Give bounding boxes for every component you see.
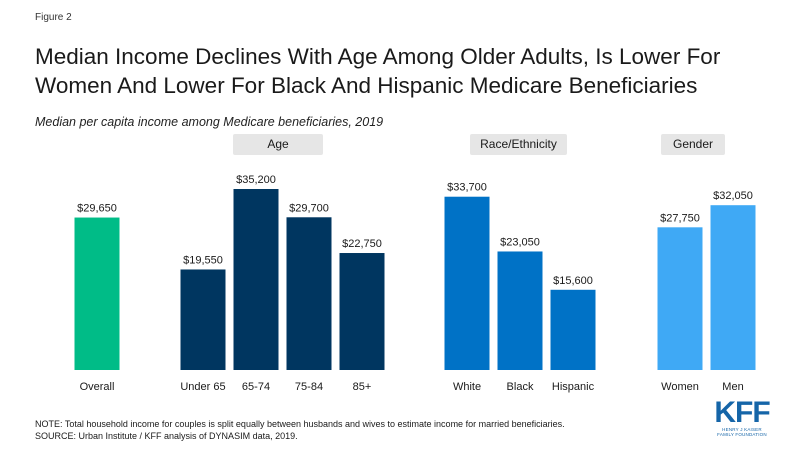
category-label: Under 65 <box>180 381 225 393</box>
value-label: $29,650 <box>77 203 117 215</box>
value-label: $35,200 <box>236 174 276 186</box>
chart-notes: NOTE: Total household income for couples… <box>35 418 565 442</box>
value-label: $29,700 <box>289 202 329 214</box>
logo-wordmark: KFF <box>714 396 770 429</box>
group-label-gender: Gender <box>661 134 725 155</box>
chart-subtitle: Median per capita income among Medicare … <box>35 115 384 129</box>
bar-women <box>657 227 703 370</box>
bar-under-65 <box>180 269 226 370</box>
category-label: White <box>453 381 481 393</box>
group-label-age: Age <box>233 134 323 155</box>
category-label: Black <box>507 381 534 393</box>
note-text: NOTE: Total household income for couples… <box>35 419 565 429</box>
bar-hispanic <box>550 289 596 370</box>
chart-title: Median Income Declines With Age Among Ol… <box>35 44 721 98</box>
source-text: SOURCE: Urban Institute / KFF analysis o… <box>35 431 298 441</box>
category-label: Women <box>661 381 699 393</box>
group-label-race-ethnicity: Race/Ethnicity <box>470 134 567 155</box>
bar-men <box>710 205 756 370</box>
category-label: Hispanic <box>552 381 595 393</box>
value-label: $19,550 <box>183 254 223 266</box>
bar-65-74 <box>233 189 279 370</box>
logo-line-2: FAMILY FOUNDATION <box>717 432 767 437</box>
value-label: $27,750 <box>660 212 700 224</box>
value-label: $33,700 <box>447 182 487 194</box>
value-label: $32,050 <box>713 190 753 202</box>
bar-black <box>497 251 543 370</box>
value-label: $23,050 <box>500 236 540 248</box>
logo-line-1: HENRY J KAISER <box>722 427 762 432</box>
bar-overall <box>74 217 120 370</box>
category-label: Overall <box>80 381 115 393</box>
category-label: 85+ <box>353 381 372 393</box>
category-label: 65-74 <box>242 381 270 393</box>
value-label: $15,600 <box>553 275 593 287</box>
kff-logo: KFF HENRY J KAISER FAMILY FOUNDATION <box>712 396 772 438</box>
figure-label: Figure 2 <box>35 12 72 23</box>
value-label: $22,750 <box>342 238 382 250</box>
category-label: 75-84 <box>295 381 323 393</box>
bar-75-84 <box>286 217 332 370</box>
bar-85- <box>339 253 385 370</box>
category-label: Men <box>722 381 743 393</box>
bar-white <box>444 196 490 370</box>
